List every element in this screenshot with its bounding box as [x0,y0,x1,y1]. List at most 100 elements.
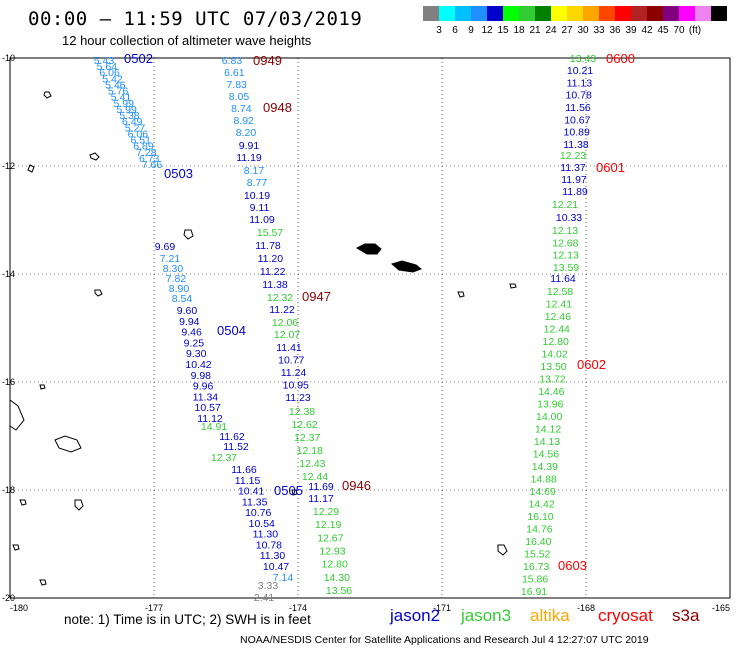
wave-height-value: 12.07 [274,329,300,341]
wave-height-value: 13.72 [539,374,565,386]
wave-height-value: 5.99 [114,98,135,110]
wave-height-value: 11.34 [193,391,219,403]
pass-labels: 0502 0503 0504 0505 0949 0948 0947 0946 0600 0601… [124,51,635,573]
island-h [74,499,84,511]
wave-height-value: 15.52 [524,549,550,561]
wave-height-value: 12.13 [552,225,578,237]
wave-height-value: 11.20 [258,253,284,265]
wave-height-value: 9.30 [186,348,207,360]
lat-tick-label: -10 [2,53,15,63]
wave-height-value: 10.57 [195,402,221,414]
legend-s3a: s3a [672,606,700,625]
colorbar-swatch [503,6,519,21]
pass-label: 0602 [577,357,606,372]
colorbar-swatch [599,6,615,21]
island-d [183,229,194,240]
wave-height-value: 11.24 [281,367,307,379]
wave-height-value: 12.80 [322,559,348,571]
wave-height-value: 12.29 [313,506,339,518]
colorbar-swatch [663,6,679,21]
wave-height-value: 12.06 [272,317,298,329]
wave-height-value: 9.96 [193,381,214,393]
wave-height-value: 12.21 [552,199,578,211]
map-title: 00:00 – 11:59 UTC 07/03/2019 [28,8,363,30]
colorbar-label: 18 [513,25,525,36]
wave-height-value: 12.80 [543,336,569,348]
legend-jason2: jason2 [390,606,441,625]
wave-height-value: 7.83 [226,79,247,91]
colorbar-label: 6 [452,25,458,36]
pass-label: 0947 [302,289,331,304]
wave-height-value: 11.30 [260,550,286,562]
lat-tick-label: -20 [2,593,15,603]
lat-tick-label: -18 [2,485,15,495]
legend-jason3: jason3 [461,606,512,625]
wave-height-value: 10.77 [278,355,304,367]
pass-label: 0600 [606,51,635,66]
lon-tick-label: -177 [145,603,163,613]
wave-height-value: 14.39 [532,461,558,473]
wave-height-value: 14.30 [324,572,350,584]
wave-height-value: 12.23 [560,150,586,162]
wave-height-value: 13.56 [326,585,352,597]
lat-tick-label: -14 [2,269,15,279]
wave-height-value: 8.74 [231,103,252,115]
wave-height-value: 5.99 [116,104,137,116]
pass-label: 0948 [263,100,292,115]
colorbar-label: 39 [625,25,637,36]
wave-height-value: 12.41 [546,299,572,311]
colorbar-swatch [711,6,727,21]
wave-height-value: 11.97 [561,174,587,186]
colorbar-swatch [567,6,583,21]
pass-label: 0504 [217,323,246,338]
wave-height-value: 10.33 [556,212,582,224]
wave-height-value: 11.35 [242,496,268,508]
colorbar-label: 12 [481,25,493,36]
lat-tick-label: -16 [2,377,15,387]
wave-height-value: 9.25 [184,337,205,349]
wave-height-value: 5.76 [108,86,129,98]
island-n [19,499,27,506]
wave-height-value: 15.57 [257,227,283,239]
map-subtitle: 12 hour collection of altimeter wave hei… [62,33,312,48]
wave-height-value: 11.19 [236,152,262,164]
wave-height-value: 16.10 [527,511,553,523]
wave-height-value: 13.96 [537,399,563,411]
pass-label: 0601 [596,160,625,175]
wave-height-value: 7.66 [142,159,163,171]
island-b [89,152,100,161]
islands [9,91,517,586]
axis-ticks: -180 -177 -174 -171 -168 -165 -10 -12 -14 -16 -18 -… [2,53,730,613]
colorbar-label: 27 [561,25,573,36]
pass-label: 0505 [274,483,303,498]
wave-height-value: 11.62 [219,431,245,443]
wave-height-value: 14.69 [530,486,556,498]
wave-height-value: 11.30 [253,529,279,541]
wave-height-value: 14.02 [541,349,567,361]
wave-height-value: 9.46 [181,327,202,339]
legend-cryosat: cryosat [598,606,653,625]
wave-height-value: 12.44 [302,471,328,483]
wave-height-value: 6.49 [122,116,143,128]
wave-height-value: 11.78 [255,240,281,252]
island-c [27,164,35,173]
wave-height-value: 11.52 [223,441,249,453]
wave-height-value: 14.13 [534,436,560,448]
colorbar-swatch [471,6,487,21]
colorbar-label: 42 [641,25,653,36]
wave-height-value: 5.42 [102,73,123,85]
colorbar-swatch [455,6,471,21]
wave-height-value: 12.38 [289,406,315,418]
colorbar-label: 33 [593,25,605,36]
wave-height-value: 12.67 [317,532,343,544]
wave-height-value: 5.64 [97,61,118,73]
wave-height-value: 10.89 [564,127,590,139]
lon-tick-label: -165 [712,603,730,613]
wave-height-value: 11.22 [269,304,295,316]
wave-height-value: 8.05 [229,91,250,103]
colorbar-label: 30 [577,25,589,36]
island-j [457,291,465,298]
colorbar-swatch [695,6,711,21]
wave-height-value: 10.21 [567,65,593,77]
colorbar-label: 15 [497,25,509,36]
